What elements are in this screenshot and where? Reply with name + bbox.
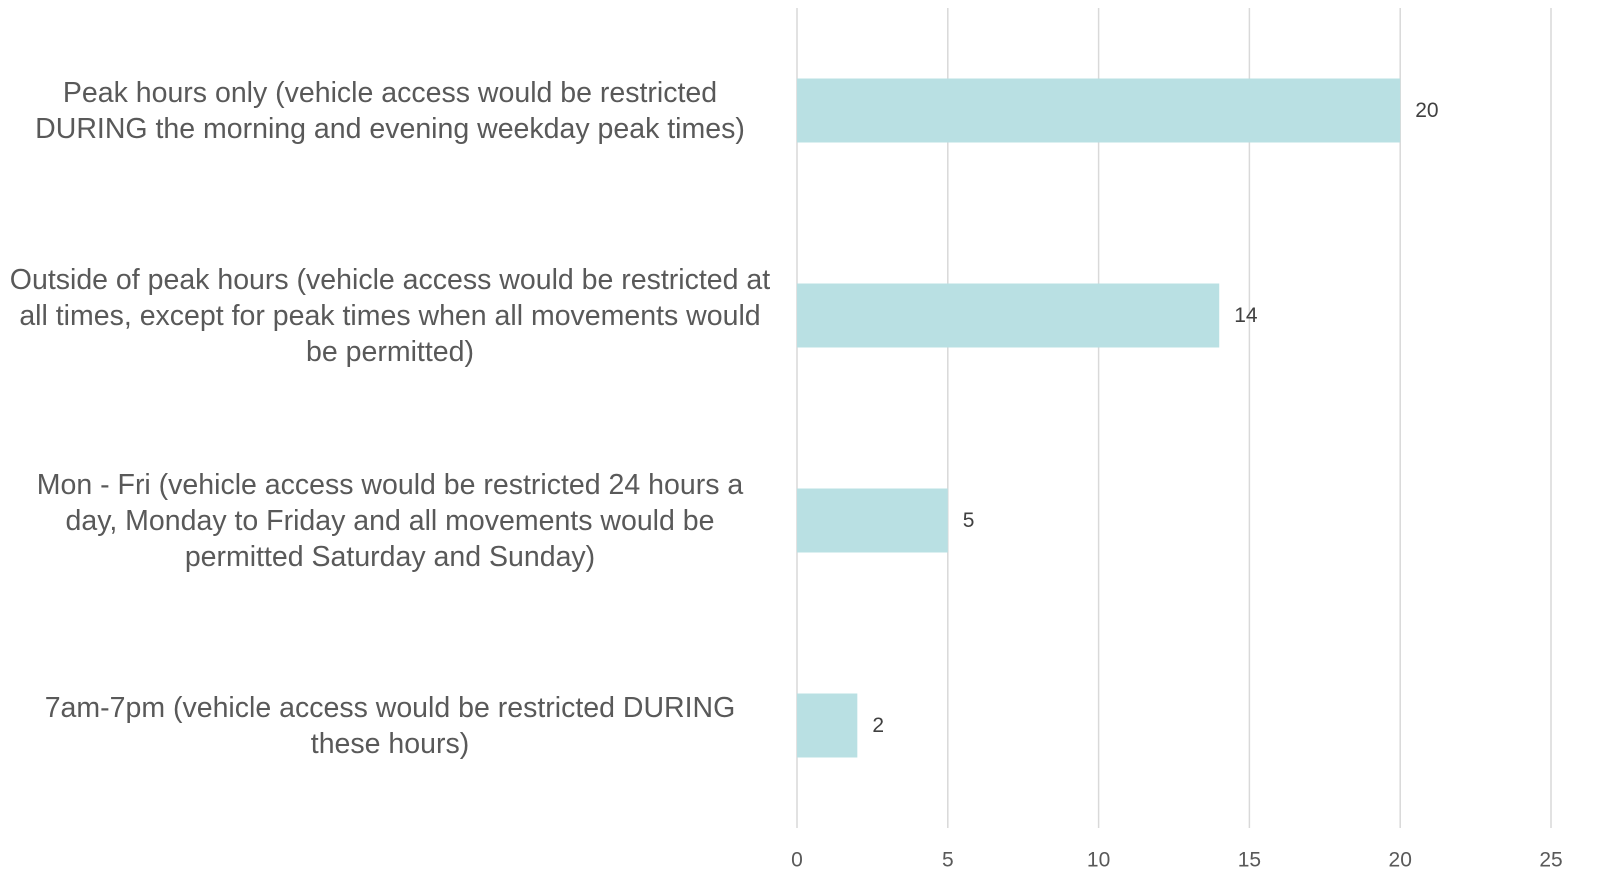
category-label: Peak hours only (vehicle access would be…: [35, 76, 745, 145]
x-tick-label: 5: [942, 849, 954, 872]
x-tick-label: 25: [1539, 849, 1562, 872]
x-tick-label: 20: [1389, 849, 1412, 872]
value-label: 2: [872, 714, 884, 737]
x-tick-label: 10: [1087, 849, 1110, 872]
category-label: Mon - Fri (vehicle access would be restr…: [36, 468, 744, 573]
value-label: 5: [963, 509, 975, 532]
bar: [797, 283, 1220, 348]
value-label: 14: [1234, 304, 1258, 327]
x-tick-label: 0: [791, 849, 803, 872]
category-label: Outside of peak hours (vehicle access wo…: [9, 263, 771, 368]
bar: [797, 78, 1401, 143]
x-tick-label: 15: [1238, 849, 1261, 872]
bar: [797, 488, 948, 553]
bar: [797, 693, 858, 758]
category-label: 7am-7pm (vehicle access would be restric…: [44, 691, 736, 760]
value-label: 20: [1415, 99, 1438, 122]
